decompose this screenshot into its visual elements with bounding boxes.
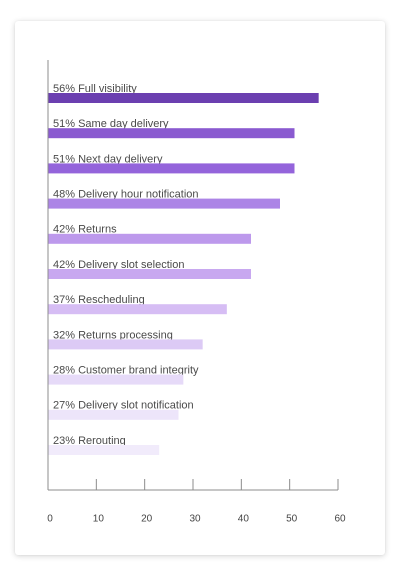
- bar: [48, 93, 319, 103]
- chart-card: [15, 21, 385, 555]
- bar: [48, 233, 251, 244]
- x-tick-label: 10: [93, 514, 105, 525]
- bar-label: 51% Same day delivery: [53, 118, 169, 130]
- bar-label: 56% Full visibility: [53, 83, 137, 95]
- x-tick-label: 50: [286, 514, 298, 525]
- bar: [48, 269, 251, 279]
- bar-label: 27% Delivery slot notification: [53, 400, 194, 412]
- bar: [48, 163, 295, 174]
- bar: [48, 374, 184, 385]
- bar: [48, 198, 280, 209]
- bar-label: 42% Returns: [53, 224, 117, 236]
- x-tick-label: 20: [141, 514, 153, 525]
- bar-label: 37% Rescheduling: [53, 294, 145, 306]
- bar-label: 48% Delivery hour notification: [53, 189, 199, 201]
- bar-label: 32% Returns processing: [53, 329, 173, 341]
- x-tick-label: 30: [189, 514, 201, 525]
- bar: [48, 445, 160, 455]
- bar-label: 42% Delivery slot selection: [53, 259, 184, 271]
- x-tick-label: 0: [47, 514, 53, 525]
- bar-label: 28% Customer brand integrity: [53, 365, 199, 377]
- x-tick-label: 40: [238, 514, 250, 525]
- bar-label: 23% Rerouting: [53, 435, 126, 447]
- bar: [48, 409, 179, 420]
- x-tick-label: 60: [334, 514, 346, 525]
- bar: [48, 304, 227, 315]
- bar: [48, 128, 295, 139]
- bar-label: 51% Next day delivery: [53, 153, 163, 165]
- bar: [48, 339, 203, 350]
